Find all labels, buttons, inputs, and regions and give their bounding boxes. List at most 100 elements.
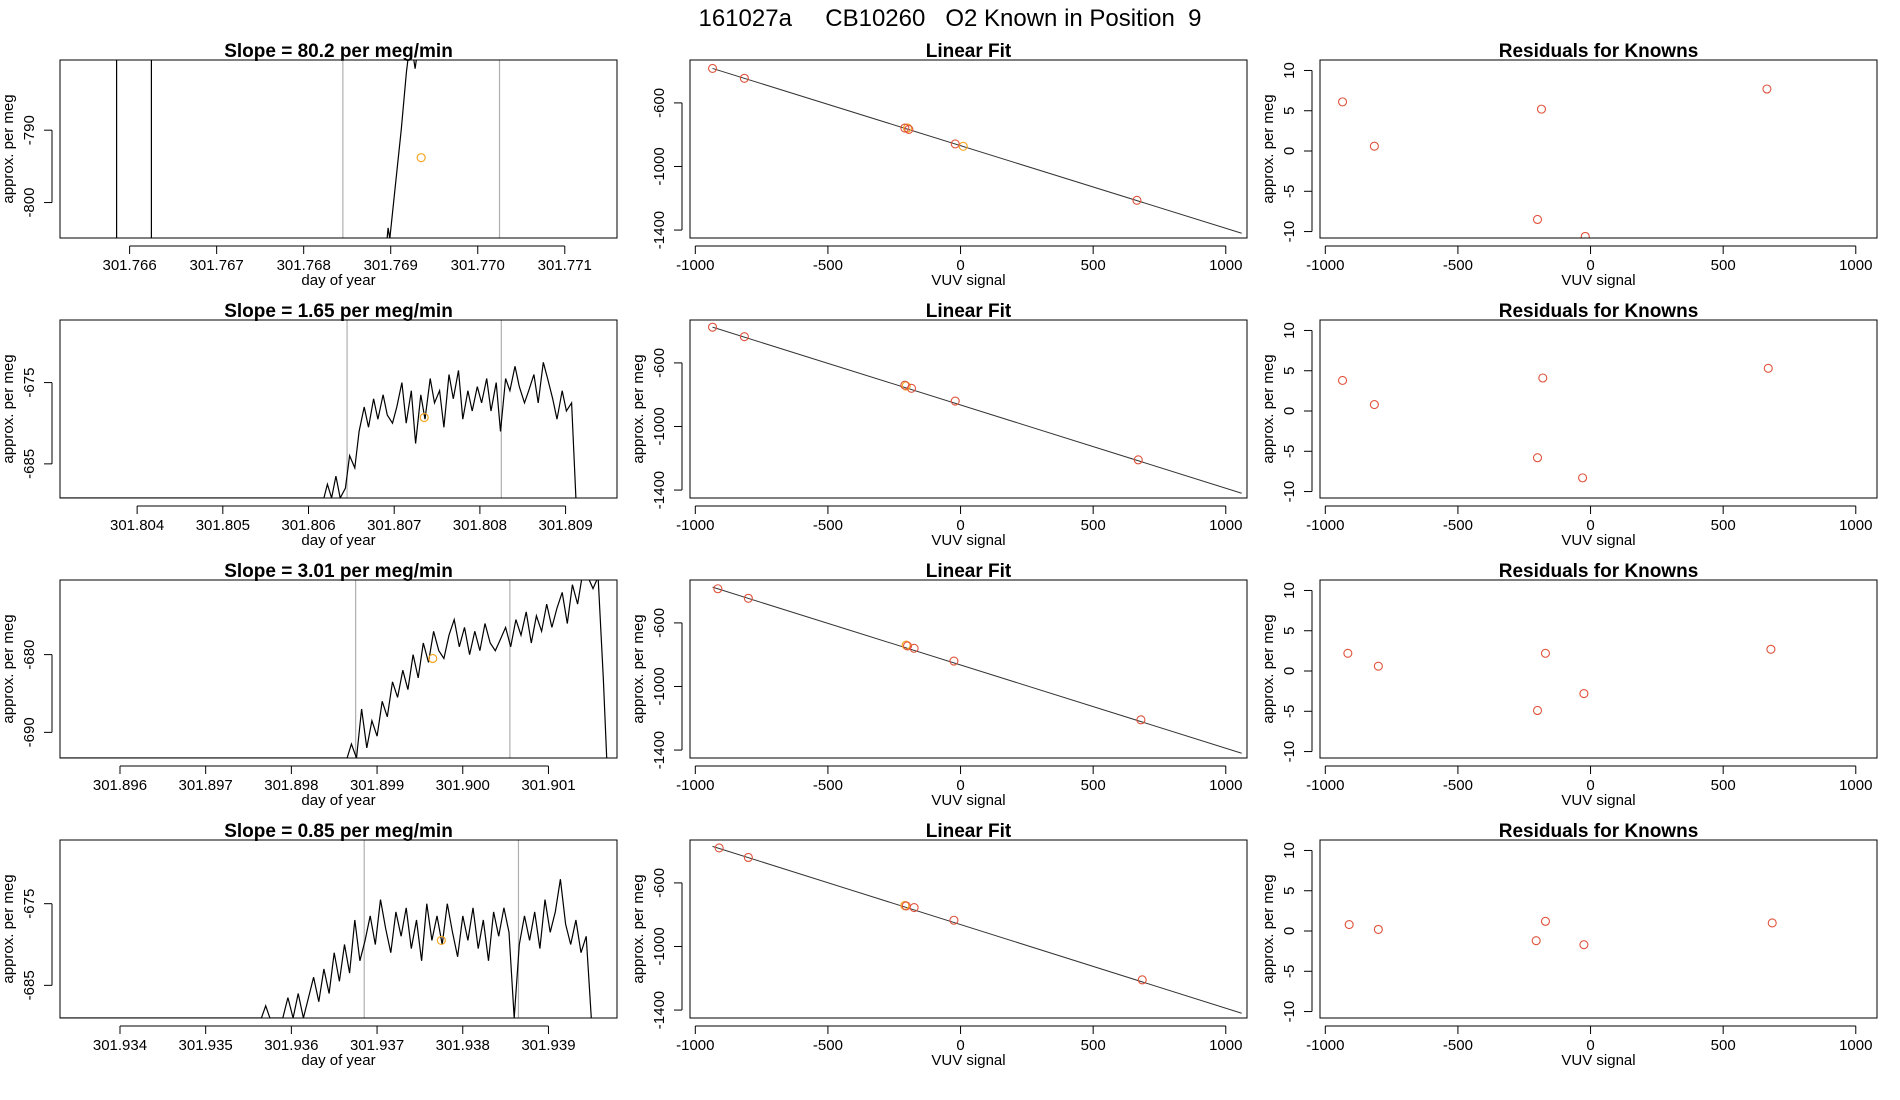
x-tick-label: 301.937 [350, 1037, 404, 1054]
x-tick-label: -1000 [676, 257, 714, 274]
x-axis: -1000 -500 0 500 1000 [676, 765, 1242, 794]
x-tick-label: 500 [1711, 777, 1736, 794]
y-tick-label: -690 [21, 717, 38, 747]
x-axis-label: day of year [301, 792, 375, 809]
x-axis-label: VUV signal [1561, 532, 1635, 549]
plot-area [116, 60, 501, 238]
x-tick-label: -500 [1443, 517, 1473, 534]
y-axis-label: approx. per meg [0, 94, 17, 203]
plot-frame [1319, 839, 1878, 1019]
x-tick-label: 500 [1081, 257, 1106, 274]
y-axis-label: approx. per meg [1260, 874, 1277, 983]
y-axis: -675 -685 [21, 368, 53, 479]
plot-area [60, 320, 577, 498]
x-tick-label: -1000 [676, 777, 714, 794]
x-tick-label: -1000 [676, 517, 714, 534]
plot-area [1344, 916, 1777, 950]
x-axis-label: VUV signal [931, 272, 1005, 289]
plot-frame [689, 579, 1248, 759]
linear-fit-panel-4: Linear Fit -1000 -500 0 500 1000 VUV signal -60… [630, 821, 1248, 1069]
residuals-panel-1: Residuals for Knowns -1000 -500 0 500 1000 VUV… [1260, 41, 1878, 289]
data-point-current [416, 153, 426, 163]
y-tick-label: -790 [21, 115, 38, 145]
x-tick-label: 500 [1081, 777, 1106, 794]
y-tick-label: -1400 [651, 991, 668, 1029]
data-point [1373, 924, 1383, 934]
data-point [1136, 715, 1146, 725]
data-point-current [901, 640, 911, 650]
chart-title: Residuals for Knowns [1499, 41, 1699, 62]
x-tick-label: 301.806 [281, 517, 335, 534]
x-tick-label: 500 [1711, 517, 1736, 534]
x-tick-label: 1000 [1839, 777, 1872, 794]
x-tick-label: -1000 [1306, 257, 1344, 274]
linear-fit-panel-1: Linear Fit -1000 -500 0 500 1000 VUV signal -60… [651, 41, 1248, 289]
y-axis: 10 5 0 -5 -10 [1281, 842, 1313, 1023]
x-axis-label: VUV signal [1561, 1052, 1635, 1069]
y-axis-label: approx. per meg [1260, 94, 1277, 203]
plot-frame [1319, 579, 1878, 759]
y-tick-label: -10 [1281, 1001, 1298, 1023]
x-axis: 301.804 301.805 301.806 301.807 301.808 301.8… [110, 505, 593, 534]
x-tick-label: 1000 [1839, 517, 1872, 534]
chart-title: Slope = 1.65 per meg/min [224, 301, 453, 322]
y-tick-label: 0 [1281, 927, 1298, 935]
x-tick-label: 301.938 [436, 1037, 490, 1054]
y-tick-label: 10 [1281, 62, 1298, 79]
x-tick-label: 500 [1081, 517, 1106, 534]
data-point [909, 643, 919, 653]
data-point [1540, 916, 1551, 926]
data-point [1532, 214, 1543, 225]
data-point [1762, 84, 1772, 94]
data-point [1540, 648, 1551, 658]
y-tick-label: 5 [1281, 107, 1298, 115]
plot-area [1343, 644, 1776, 716]
data-point [743, 593, 753, 603]
y-tick-label: -685 [21, 449, 38, 479]
data-point [739, 73, 749, 83]
y-tick-label: -680 [21, 640, 38, 670]
y-tick-label: 0 [1281, 147, 1298, 155]
chart-title: Linear Fit [926, 301, 1012, 322]
x-axis: 301.934 301.935 301.936 301.937 301.938 301.9… [93, 1025, 576, 1054]
plot-area [1337, 84, 1772, 238]
page-title: 161027a CB10260 O2 Known in Position 9 [698, 5, 1201, 32]
x-tick-label: 0 [956, 257, 964, 274]
y-tick-label: -1000 [651, 147, 668, 185]
x-tick-label: 0 [1586, 257, 1594, 274]
x-axis-label: VUV signal [931, 532, 1005, 549]
x-tick-label: 1000 [1209, 257, 1242, 274]
x-tick-label: 0 [956, 777, 964, 794]
fit-line [712, 845, 1242, 1014]
x-tick-label: 0 [956, 1037, 964, 1054]
plot-frame [689, 839, 1248, 1019]
x-tick-label: 0 [1586, 777, 1594, 794]
x-tick-label: 301.897 [179, 777, 233, 794]
x-tick-label: 301.766 [103, 257, 157, 274]
x-tick-label: 301.936 [264, 1037, 318, 1054]
linear-fit-panel-2: Linear Fit -1000 -500 0 500 1000 VUV signal -60… [630, 301, 1248, 549]
data-point [1767, 918, 1777, 928]
y-tick-label: -675 [21, 368, 38, 398]
x-tick-label: 301.768 [277, 257, 331, 274]
x-tick-label: -1000 [1306, 777, 1344, 794]
x-tick-label: -500 [1443, 257, 1473, 274]
data-point [739, 332, 749, 342]
data-point [1532, 453, 1543, 463]
residuals-panel-3: Residuals for Knowns -1000 -500 0 500 1000 VUV… [1260, 561, 1878, 809]
x-tick-label: 1000 [1839, 257, 1872, 274]
x-tick-label: 301.935 [179, 1037, 233, 1054]
data-point [714, 843, 724, 853]
y-tick-label: -600 [651, 88, 668, 118]
x-tick-label: 301.934 [93, 1037, 147, 1054]
y-tick-label: -1400 [651, 211, 668, 249]
x-tick-label: 0 [1586, 1037, 1594, 1054]
x-axis-label: day of year [301, 532, 375, 549]
x-tick-label: 500 [1711, 257, 1736, 274]
data-point [949, 656, 959, 666]
x-axis-label: VUV signal [1561, 272, 1635, 289]
plot-frame [689, 59, 1248, 239]
data-point [1531, 936, 1541, 946]
x-tick-label: 1000 [1209, 517, 1242, 534]
